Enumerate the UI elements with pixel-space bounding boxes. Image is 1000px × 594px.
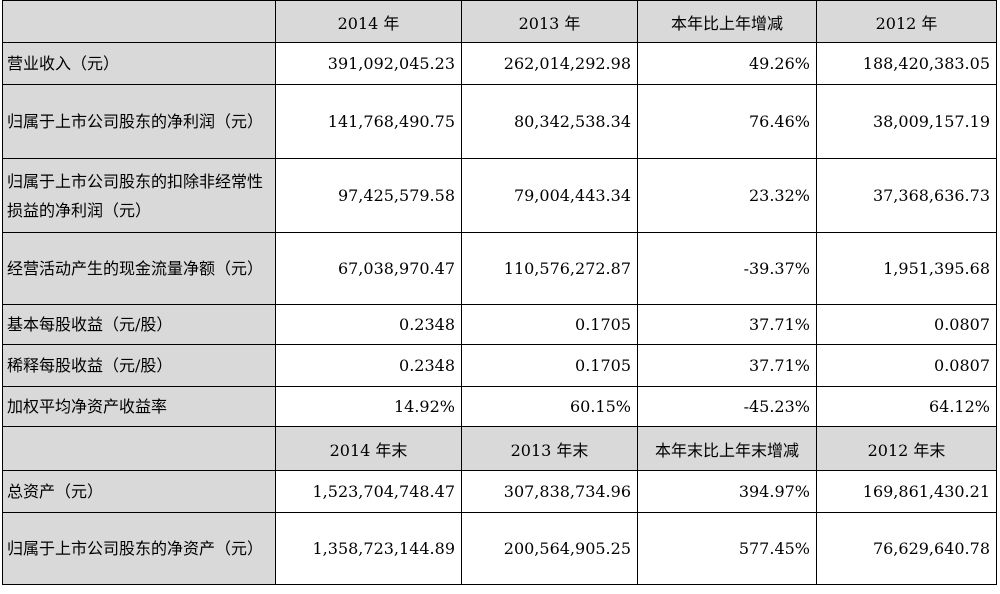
- header-cell: [2, 426, 276, 471]
- value-cell: 76.46%: [637, 84, 817, 159]
- header-cell: [2, 0, 276, 43]
- row-label: 加权平均净资产收益率: [2, 386, 276, 427]
- value-cell: 37,368,636.73: [816, 158, 997, 233]
- table-row: 归属于上市公司股东的净资产（元） 1,358,723,144.89 200,56…: [2, 512, 997, 585]
- value-cell: 188,420,383.05: [816, 42, 997, 85]
- row-label: 基本每股收益（元/股）: [2, 304, 276, 345]
- value-cell: 1,358,723,144.89: [275, 512, 462, 585]
- value-cell: 64.12%: [816, 386, 997, 427]
- value-cell: 169,861,430.21: [816, 470, 997, 513]
- header-row-annual: 2014 年 2013 年 本年比上年增减 2012 年: [2, 0, 997, 43]
- value-cell: 49.26%: [637, 42, 817, 85]
- header-cell: 2014 年末: [275, 426, 462, 471]
- table-row: 稀释每股收益（元/股） 0.2348 0.1705 37.71% 0.0807: [2, 344, 997, 387]
- value-cell: 1,951,395.68: [816, 232, 997, 305]
- table-row: 归属于上市公司股东的净利润（元） 141,768,490.75 80,342,5…: [2, 84, 997, 159]
- value-cell: 80,342,538.34: [461, 84, 638, 159]
- value-cell: 200,564,905.25: [461, 512, 638, 585]
- financial-table: 2014 年 2013 年 本年比上年增减 2012 年 营业收入（元） 391…: [2, 0, 997, 585]
- value-cell: 0.2348: [275, 344, 462, 387]
- row-label: 总资产（元）: [2, 470, 276, 513]
- value-cell: 60.15%: [461, 386, 638, 427]
- value-cell: 79,004,443.34: [461, 158, 638, 233]
- row-label: 归属于上市公司股东的净资产（元）: [2, 512, 276, 585]
- value-cell: 0.1705: [461, 304, 638, 345]
- value-cell: 67,038,970.47: [275, 232, 462, 305]
- value-cell: 141,768,490.75: [275, 84, 462, 159]
- value-cell: 0.1705: [461, 344, 638, 387]
- table-row: 归属于上市公司股东的扣除非经常性损益的净利润（元） 97,425,579.58 …: [2, 158, 997, 233]
- header-cell: 2013 年末: [461, 426, 638, 471]
- value-cell: 394.97%: [637, 470, 817, 513]
- value-cell: -39.37%: [637, 232, 817, 305]
- value-cell: 577.45%: [637, 512, 817, 585]
- value-cell: 76,629,640.78: [816, 512, 997, 585]
- header-cell: 2013 年: [461, 0, 638, 43]
- value-cell: 262,014,292.98: [461, 42, 638, 85]
- value-cell: 0.0807: [816, 304, 997, 345]
- row-label: 营业收入（元）: [2, 42, 276, 85]
- header-cell: 2012 年末: [816, 426, 997, 471]
- value-cell: 38,009,157.19: [816, 84, 997, 159]
- value-cell: 14.92%: [275, 386, 462, 427]
- value-cell: 37.71%: [637, 304, 817, 345]
- value-cell: 0.0807: [816, 344, 997, 387]
- value-cell: 37.71%: [637, 344, 817, 387]
- value-cell: 0.2348: [275, 304, 462, 345]
- value-cell: 391,092,045.23: [275, 42, 462, 85]
- value-cell: 23.32%: [637, 158, 817, 233]
- table-row: 营业收入（元） 391,092,045.23 262,014,292.98 49…: [2, 42, 997, 85]
- table-row: 加权平均净资产收益率 14.92% 60.15% -45.23% 64.12%: [2, 386, 997, 427]
- header-cell: 本年末比上年末增减: [637, 426, 817, 471]
- table-row: 经营活动产生的现金流量净额（元） 67,038,970.47 110,576,2…: [2, 232, 997, 305]
- row-label: 稀释每股收益（元/股）: [2, 344, 276, 387]
- header-cell: 2012 年: [816, 0, 997, 43]
- header-row-year-end: 2014 年末 2013 年末 本年末比上年末增减 2012 年末: [2, 426, 997, 471]
- header-cell: 2014 年: [275, 0, 462, 43]
- table-row: 总资产（元） 1,523,704,748.47 307,838,734.96 3…: [2, 470, 997, 513]
- value-cell: 97,425,579.58: [275, 158, 462, 233]
- value-cell: 307,838,734.96: [461, 470, 638, 513]
- row-label: 经营活动产生的现金流量净额（元）: [2, 232, 276, 305]
- value-cell: -45.23%: [637, 386, 817, 427]
- value-cell: 110,576,272.87: [461, 232, 638, 305]
- table-row: 基本每股收益（元/股） 0.2348 0.1705 37.71% 0.0807: [2, 304, 997, 345]
- row-label: 归属于上市公司股东的扣除非经常性损益的净利润（元）: [2, 158, 276, 233]
- value-cell: 1,523,704,748.47: [275, 470, 462, 513]
- row-label: 归属于上市公司股东的净利润（元）: [2, 84, 276, 159]
- header-cell: 本年比上年增减: [637, 0, 817, 43]
